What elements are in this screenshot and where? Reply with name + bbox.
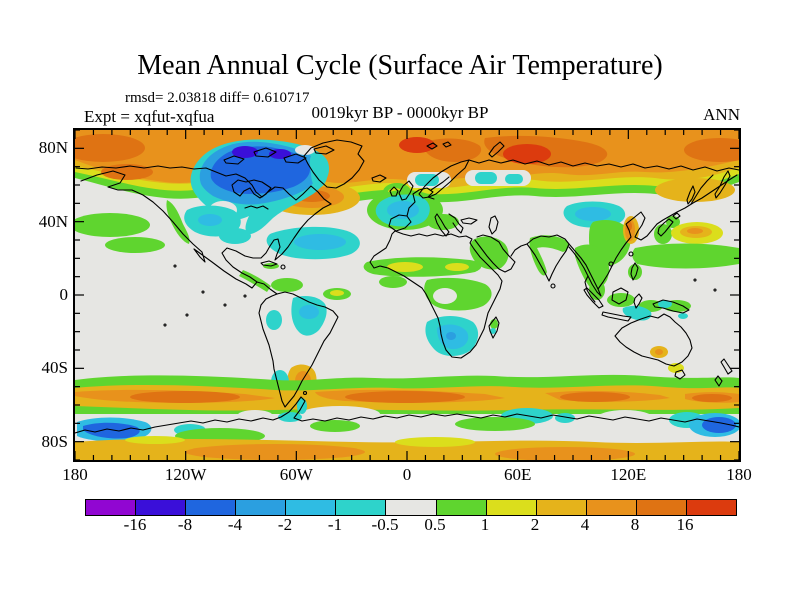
latitude-tick-label: 40N [38,211,68,231]
longitude-tick-label: 180 [62,465,88,484]
colorbar-boundary-label: 8 [630,515,640,534]
colorbar-boundary-label: -0.5 [371,515,399,534]
longitude-tick-label: 0 [402,465,412,484]
colorbar-boundary-label: -4 [227,515,243,534]
longitude-tick-label: 60W [279,465,313,484]
contour-map [75,130,739,460]
colorbar-segment [686,500,737,515]
colorbar-segment [586,500,637,515]
colorbar [85,499,737,516]
colorbar-segment [636,500,687,515]
rmsd-diff-annotation: rmsd= 2.03818 diff= 0.610717 [125,90,310,106]
season-annotation: ANN [703,105,740,124]
latitude-tick-label: 80S [41,431,68,451]
latitude-tick-label: 40S [41,358,68,378]
colorbar-segment [86,500,137,515]
colorbar-segment [486,500,537,515]
axis-ticks [75,130,739,460]
latitude-tick-label: 80N [38,138,68,158]
colorbar-segment [386,500,437,515]
colorbar-boundary-label: -2 [277,515,293,534]
colorbar-labels: -16 -8 -4 -2 -1 -0.5 0.5 1 2 4 8 16 [85,515,735,537]
colorbar-boundary-label: -16 [123,515,147,534]
colorbar-boundary-label: 16 [676,515,694,534]
colorbar-boundary-label: 2 [530,515,540,534]
colorbar-segment [286,500,337,515]
colorbar-boundary-label: -1 [327,515,343,534]
colorbar-boundary-label: 4 [580,515,590,534]
colorbar-segment [186,500,237,515]
colorbar-segment [436,500,487,515]
colorbar-boundary-label: -8 [177,515,193,534]
colorbar-boundary-label: 0.5 [424,515,446,534]
period-annotation: 0019kyr BP - 0000kyr BP [311,103,489,122]
colorbar-segment [536,500,587,515]
anomaly-field-antarctica [75,417,739,460]
plot-title: Mean Annual Cycle (Surface Air Temperatu… [137,50,663,81]
longitude-tick-label: 180 [726,465,752,484]
longitude-tick-label: 120E [610,465,647,484]
anomaly-field-southern-ocean [75,374,739,442]
map-plot-area [73,128,741,462]
latitude-tick-label: 0 [59,284,69,304]
colorbar-segment [336,500,387,515]
anomaly-field-eurasia [367,170,739,269]
coastlines [75,139,739,434]
colorbar-segment [136,500,187,515]
longitude-tick-label: 60E [503,465,532,484]
experiment-annotation: Expt = xqfut-xqfua [84,107,215,126]
colorbar-segment [236,500,287,515]
longitude-tick-label: 120W [164,465,207,484]
colorbar-boundary-label: 1 [480,515,490,534]
